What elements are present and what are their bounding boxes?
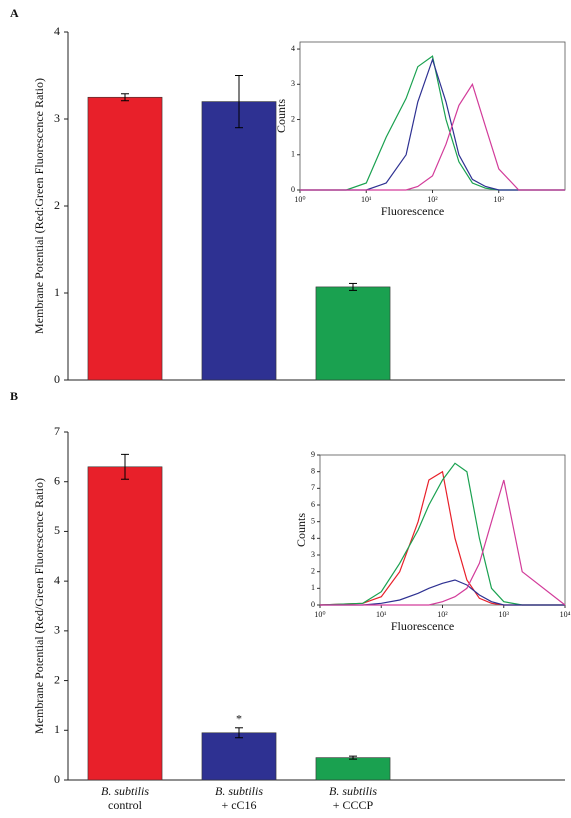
x-tick-label: 10³ bbox=[494, 195, 505, 204]
x-tick-label: + cC16 bbox=[221, 798, 256, 812]
y-tick-label: 1 bbox=[54, 285, 60, 299]
x-tick-label: 10¹ bbox=[361, 195, 372, 204]
y-tick-label: 6 bbox=[54, 473, 60, 487]
x-tick-label: 10⁴ bbox=[560, 610, 571, 619]
y-tick-label: 7 bbox=[54, 424, 60, 438]
inset-frame bbox=[319, 454, 566, 606]
y-tick-label: 9 bbox=[311, 450, 315, 459]
x-axis-label: Fluorescence bbox=[381, 204, 444, 218]
x-tick-label: 10⁰ bbox=[314, 610, 325, 619]
histogram-curve bbox=[300, 82, 565, 191]
y-tick-label: 4 bbox=[311, 533, 315, 542]
histogram-curve bbox=[320, 479, 566, 606]
x-tick-label: 10¹ bbox=[376, 610, 387, 619]
x-tick-label: 10⁰ bbox=[294, 195, 305, 204]
bar bbox=[315, 286, 391, 381]
y-tick-label: 5 bbox=[54, 523, 60, 537]
y-tick-label: 6 bbox=[311, 500, 315, 509]
panel-label: B bbox=[10, 389, 18, 403]
x-tick-label: B. subtilis bbox=[215, 784, 263, 798]
y-tick-label: 1 bbox=[311, 583, 315, 592]
y-tick-label: 4 bbox=[54, 573, 60, 587]
y-tick-label: 3 bbox=[291, 79, 295, 88]
bar bbox=[87, 96, 163, 381]
y-axis-label: Counts bbox=[294, 513, 308, 547]
y-tick-label: 0 bbox=[54, 772, 60, 786]
panel-label: A bbox=[10, 6, 19, 20]
y-tick-label: 5 bbox=[311, 516, 315, 525]
histogram-curve bbox=[300, 57, 565, 191]
y-tick-label: 0 bbox=[291, 185, 295, 194]
x-axis-label: Fluorescence bbox=[391, 619, 454, 633]
x-tick-label: + CCCP bbox=[333, 798, 374, 812]
histogram-curve bbox=[319, 462, 565, 606]
x-tick-label: 10³ bbox=[499, 610, 510, 619]
x-tick-label: 10² bbox=[427, 195, 438, 204]
y-axis-label: Membrane Potential (Red:Green Fluorescen… bbox=[32, 78, 46, 334]
bar bbox=[87, 466, 163, 781]
y-axis-label: Membrane Potential (Red/Green Fluorescen… bbox=[32, 478, 46, 734]
y-tick-label: 1 bbox=[54, 722, 60, 736]
y-tick-label: 4 bbox=[291, 44, 295, 53]
y-tick-label: 3 bbox=[54, 623, 60, 637]
y-tick-label: 0 bbox=[54, 372, 60, 386]
y-tick-label: 4 bbox=[54, 24, 60, 38]
y-tick-label: 3 bbox=[311, 550, 315, 559]
bar bbox=[201, 101, 277, 381]
x-tick-label: B. subtilis bbox=[101, 784, 149, 798]
y-tick-label: 0 bbox=[311, 600, 315, 609]
histogram-curve bbox=[320, 579, 565, 606]
x-tick-label: control bbox=[108, 798, 143, 812]
bar bbox=[315, 757, 391, 781]
y-tick-label: 2 bbox=[54, 198, 60, 212]
x-tick-label: 10² bbox=[437, 610, 448, 619]
annotation: * bbox=[236, 712, 242, 726]
inset-frame bbox=[299, 41, 566, 191]
y-tick-label: 7 bbox=[311, 483, 315, 492]
y-tick-label: 2 bbox=[291, 114, 295, 123]
y-tick-label: 8 bbox=[311, 466, 315, 475]
y-tick-label: 3 bbox=[54, 111, 60, 125]
y-axis-label: Counts bbox=[274, 99, 288, 133]
y-tick-label: 2 bbox=[54, 672, 60, 686]
y-tick-label: 1 bbox=[291, 150, 295, 159]
y-tick-label: 2 bbox=[311, 566, 315, 575]
x-tick-label: B. subtilis bbox=[329, 784, 377, 798]
bar bbox=[201, 732, 277, 781]
